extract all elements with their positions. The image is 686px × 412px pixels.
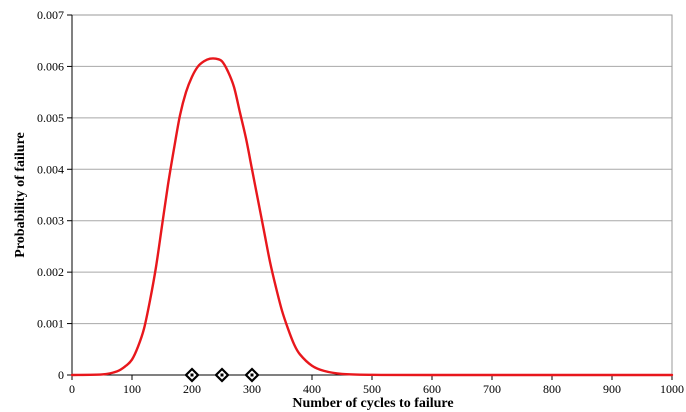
axes [71, 14, 673, 376]
x-tick-label-9: 900 [603, 382, 621, 396]
x-tick-label-10: 1000 [660, 382, 684, 396]
y-tick-label-6: 0.006 [37, 59, 64, 73]
marker-layer [184, 367, 260, 383]
gridlines [72, 14, 672, 325]
x-tick-label-8: 800 [543, 382, 561, 396]
x-tick-label-5: 500 [363, 382, 381, 396]
x-tick-label-2: 200 [183, 382, 201, 396]
y-tick-label-4: 0.004 [37, 162, 64, 176]
x-axis-title: Number of cycles to failure [292, 396, 453, 411]
x-tick-label-0: 0 [69, 382, 75, 396]
data-marker-center-2 [250, 373, 254, 377]
plot-frame [71, 14, 673, 376]
data-marker-center-0 [190, 373, 194, 377]
x-tick-label-4: 400 [303, 382, 321, 396]
y-tick-label-7: 0.007 [37, 8, 64, 22]
x-tick-label-7: 700 [483, 382, 501, 396]
tick-labels: 0 0.001 0.002 0.003 0.004 0.005 0.006 0.007 0 100… [37, 8, 684, 396]
y-tick-label-0: 0 [58, 368, 64, 382]
x-tick-label-3: 300 [243, 382, 261, 396]
x-tick-label-6: 600 [423, 382, 441, 396]
y-tick-label-5: 0.005 [37, 111, 64, 125]
y-tick-label-3: 0.003 [37, 214, 64, 228]
data-marker-center-1 [220, 373, 224, 377]
y-axis-title: Probability of failure [13, 132, 28, 257]
series-layer [70, 57, 674, 377]
y-tick-label-2: 0.002 [37, 265, 64, 279]
x-tick-label-1: 100 [123, 382, 141, 396]
series-line-0 [70, 57, 674, 377]
y-tick-label-1: 0.001 [37, 317, 64, 331]
